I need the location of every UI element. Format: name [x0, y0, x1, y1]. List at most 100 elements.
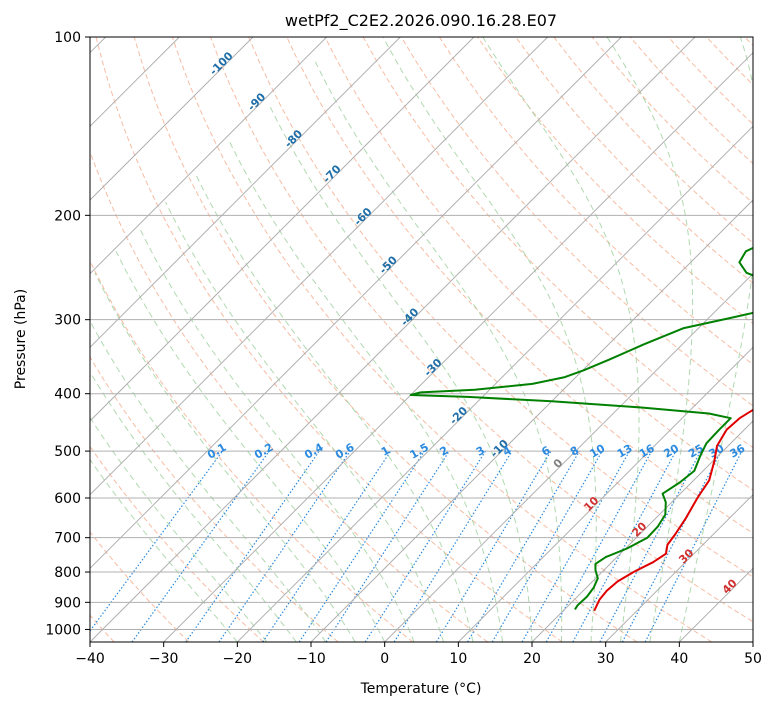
- dry-adiabat-line: [210, 37, 753, 623]
- x-tick-label: 10: [449, 651, 467, 667]
- dry-adiabat-line: [324, 37, 753, 491]
- mixing-ratio-line: [521, 450, 631, 642]
- x-tick-label: −40: [75, 651, 105, 667]
- x-axis-ticks: −40 −30 −20 −10 0 10 20 30 40 50: [75, 642, 762, 667]
- moist-adiabat-line: [678, 37, 753, 642]
- mixing-ratio-line: [90, 450, 223, 632]
- y-tick-label: 1000: [45, 622, 81, 638]
- isotherm-line: [384, 272, 753, 642]
- mixing-ratio-line: [131, 450, 270, 642]
- isotherm-line: [236, 125, 753, 642]
- mixing-ratio-label: 16: [637, 442, 657, 461]
- isotherm-line: [752, 641, 753, 642]
- y-tick-label: 600: [54, 491, 81, 507]
- mixing-ratio-label: 1.5: [408, 441, 431, 462]
- isotherm-line: [531, 420, 753, 642]
- x-tick-label: 0: [380, 651, 389, 667]
- mixing-ratio-line: [644, 450, 743, 642]
- isotherm-label: -30: [421, 356, 444, 379]
- dry-adiabats: [90, 37, 753, 642]
- dry-adiabat-line: [95, 37, 563, 642]
- dry-adiabat-line: [400, 37, 753, 407]
- moist-adiabats: [90, 37, 753, 642]
- chart-title: wetPf2_C2E2.2026.090.16.28.E07: [285, 11, 557, 31]
- moist-adiabat-line: [94, 272, 356, 642]
- y-tick-label: 900: [54, 595, 81, 611]
- dry-adiabat-line: [90, 150, 488, 642]
- moist-adiabat-line: [90, 320, 327, 642]
- y-tick-label: 400: [54, 387, 81, 403]
- moist-adiabat-line: [382, 37, 597, 642]
- mixing-ratio-label: 0.1: [205, 441, 228, 462]
- moist-adiabat-line: [90, 370, 297, 642]
- sounding-profiles: [409, 246, 753, 612]
- isotherm-label: -80: [282, 127, 305, 150]
- isotherm-line: [310, 199, 753, 642]
- dry-adiabat-line: [706, 37, 753, 86]
- mixing-ratio-label: 0.6: [333, 440, 357, 461]
- mixing-ratio-line: [185, 450, 320, 642]
- mixing-ratio-line: [325, 450, 450, 642]
- isotherm-label: -20: [447, 404, 470, 427]
- isotherm-label: -90: [245, 90, 268, 113]
- mixing-ratio-lines: [90, 450, 743, 642]
- isotherm-label: 40: [720, 576, 740, 596]
- mixing-ratio-line: [262, 450, 392, 642]
- isotherm-line: [90, 37, 549, 496]
- moist-adiabat-line: [90, 458, 238, 642]
- x-tick-label: −20: [223, 651, 253, 667]
- isotherm-line: [90, 37, 696, 642]
- y-tick-label: 800: [54, 565, 81, 581]
- isotherm-line: [90, 37, 401, 349]
- plot-area: -100-90-80-70-60-50-40-30-20-10010203040…: [90, 37, 753, 642]
- temperature-profile-line: [593, 408, 753, 612]
- x-axis-label: Temperature (°C): [360, 681, 482, 697]
- mixing-ratio-label: 13: [615, 442, 635, 461]
- y-axis-label: Pressure (hPa): [13, 289, 29, 389]
- x-tick-label: −10: [296, 651, 326, 667]
- isotherm-label: -60: [351, 205, 374, 228]
- y-tick-label: 700: [54, 531, 81, 547]
- plot-frame: [89, 36, 754, 643]
- x-tick-label: 50: [744, 651, 762, 667]
- mixing-ratio-line: [545, 450, 653, 642]
- isotherm-line: [90, 37, 254, 201]
- dry-adiabat-line: [744, 37, 753, 47]
- dry-adiabat-line: [90, 445, 264, 642]
- isotherm-line: [163, 51, 753, 642]
- y-axis-ticks: 100 200 300 400 500 600 700 800 900 1000: [45, 30, 90, 638]
- dry-adiabat-line: [438, 37, 753, 366]
- x-tick-label: −30: [149, 651, 179, 667]
- x-tick-label: 30: [597, 651, 615, 667]
- moist-adiabat-line: [482, 37, 640, 642]
- moist-adiabat-line: [606, 37, 694, 642]
- mixing-ratio-line: [218, 450, 351, 642]
- mixing-ratio-line: [599, 450, 702, 642]
- moist-adiabat-line: [115, 251, 386, 642]
- isotherm-label: 20: [629, 519, 649, 539]
- isotherms: [90, 37, 753, 642]
- moist-adiabat-line: [314, 61, 563, 642]
- x-tick-label: 20: [523, 651, 541, 667]
- isotherm-line: [457, 346, 753, 642]
- x-tick-label: 40: [670, 651, 688, 667]
- moist-adiabat-line: [194, 173, 474, 642]
- mixing-ratio-line: [364, 450, 486, 642]
- isotherm-line: [90, 37, 328, 275]
- isotherm-line: [678, 567, 753, 642]
- isotherm-label: -100: [207, 49, 236, 78]
- dry-adiabat-line: [133, 37, 638, 642]
- mixing-ratio-label: 0.2: [252, 441, 275, 462]
- pressure-gridlines: [90, 37, 753, 630]
- y-tick-label: 200: [54, 208, 81, 224]
- dry-adiabat-line: [90, 259, 414, 642]
- mixing-ratio-label: 20: [661, 442, 681, 461]
- mixing-ratio-line: [621, 450, 722, 642]
- moist-adiabat-line: [139, 227, 415, 642]
- moist-adiabat-line: [268, 104, 533, 642]
- mixing-ratio-line: [393, 450, 513, 642]
- mixing-ratio-line: [298, 450, 425, 642]
- dry-adiabat-line: [90, 531, 190, 642]
- y-tick-label: 100: [54, 30, 81, 46]
